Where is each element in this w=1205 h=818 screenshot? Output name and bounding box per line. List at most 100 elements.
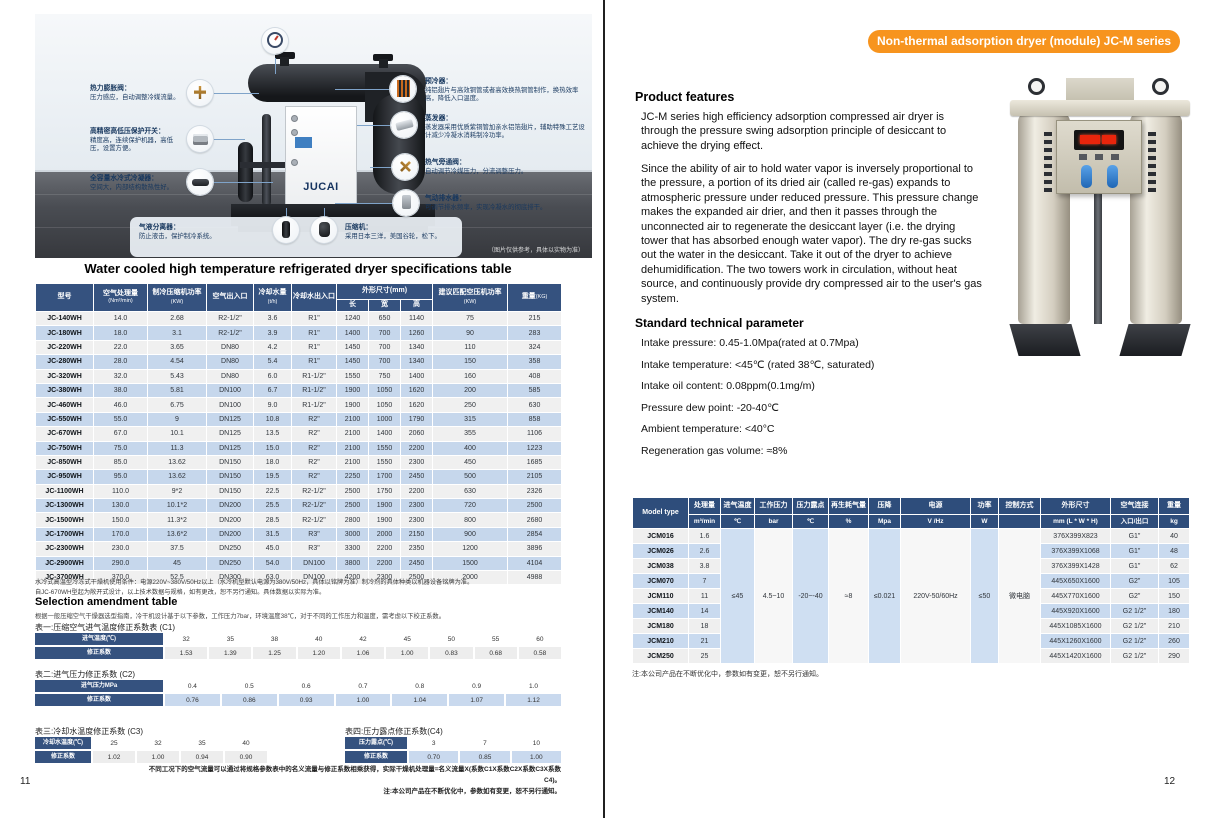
table-row: JCM250 25 445X1420X1600 G2 1/2" 290: [632, 648, 1190, 664]
table-cell: 55: [492, 635, 500, 643]
table-cell: 4988: [507, 570, 562, 586]
table-cell: 1400: [400, 368, 433, 384]
table-cell: 1.00: [511, 751, 561, 763]
table-cell: R2": [291, 411, 337, 428]
table-cell: 370.0: [93, 570, 148, 586]
table-cell: JC-380WH: [35, 382, 94, 399]
table-row: JC-1300WH 130.0 10.1*2 DN200 25.5 R2-1/2" 2500…: [35, 498, 562, 514]
table-row: JCM210 21 445X1260X1600 G2 1/2" 260: [632, 633, 1190, 649]
column-unit: mm (L * W * H): [1040, 514, 1111, 529]
series-badge: Non-thermal adsorption dryer (module) JC…: [868, 30, 1180, 53]
table-cell: 800: [432, 512, 508, 528]
table-cell: 500: [432, 469, 508, 485]
table-cell: 3.9: [253, 325, 292, 341]
table-cell: 1.04: [392, 694, 448, 706]
tech-parameter: Intake oil content: 0.08ppm(0.1mg/m): [641, 380, 815, 392]
col-model: 型号: [35, 283, 94, 312]
table-cell: 445X1085X1600: [1040, 618, 1111, 634]
table-row: JCM180 18 445X1085X1600 G2 1/2" 210: [632, 618, 1190, 634]
drainer-icon: [393, 190, 419, 216]
table-cell: DN100: [291, 555, 337, 572]
table-cell: 1550: [336, 368, 369, 384]
table-cell: DN200: [206, 526, 254, 543]
condenser-icon: [187, 169, 213, 195]
tower-header-bar: [1010, 100, 1190, 116]
table-cell: G1": [1110, 558, 1159, 574]
table-cell: 修正系数: [345, 751, 407, 763]
panel-indicator: [1081, 165, 1092, 188]
table-cell: 2200: [368, 541, 401, 557]
table-cell: 4.54: [147, 354, 207, 370]
panel-button: [1079, 154, 1087, 160]
table-cell-merged: 220V-50/60Hz: [900, 528, 971, 664]
table-cell: 1900: [368, 498, 401, 514]
table-cell: 45: [403, 635, 411, 643]
c4-table: 压力露点(℃) 3 7 10 修正系数 0.70 0.85 1.00: [343, 735, 563, 765]
table-cell: 445X650X1600: [1040, 573, 1111, 589]
table-row: JC-320WH 32.0 5.43 DN80 6.0 R1-1/2" 1550 750 140…: [35, 368, 562, 384]
bypass-valve-icon: [392, 154, 418, 180]
table-cell: 1550: [368, 454, 401, 471]
table-cell: 1140: [400, 310, 433, 327]
tech-parameter: Regeneration gas volume: ≈8%: [641, 444, 788, 457]
table-cell: 60: [536, 635, 544, 643]
table-cell: 445X920X1600: [1040, 603, 1111, 619]
table-cell: 进气温度(℃): [35, 633, 163, 645]
panel-button: [1095, 154, 1103, 160]
table-cell: 900: [432, 526, 508, 543]
table-cell: 0.5: [244, 682, 254, 690]
table-row: JC-2300WH 230.0 37.5 DN250 45.0 R3" 3300 2200 23…: [35, 541, 562, 557]
table-cell: JCM038: [632, 558, 689, 574]
table-cell: 11.3*2: [147, 512, 207, 528]
table-cell: JC-670WH: [35, 426, 94, 442]
column-unit: [998, 514, 1041, 529]
table-cell: JC-1500WH: [35, 512, 94, 528]
table-cell: 2000: [368, 526, 401, 543]
table-cell: 35: [226, 635, 234, 643]
features-paragraph: JC-M series high efficiency adsorption c…: [641, 111, 947, 152]
table-cell: 压力露点(℃): [345, 737, 407, 749]
table-cell: 2100: [336, 411, 369, 428]
table-cell: 1000: [368, 411, 401, 428]
table-cell: 7: [483, 739, 487, 747]
table-cell: 1223: [507, 440, 562, 456]
col-dimensions: 外形尺寸(mm): [336, 283, 433, 300]
pressure-gauge-icon: [1028, 78, 1045, 95]
table-cell: 2450: [400, 469, 433, 485]
table-cell: DN150: [206, 483, 254, 500]
table-row: JC-380WH 38.0 5.81 DN100 6.7 R1-1/2" 1900 1050 1…: [35, 382, 562, 399]
table-cell: 14.0: [93, 310, 148, 327]
table-cell: 0.94: [181, 751, 223, 763]
machine-foot: [1009, 324, 1081, 356]
table-cell: 1.00: [386, 647, 429, 659]
table-cell: 2800: [336, 512, 369, 528]
table-cell: 180: [1158, 603, 1190, 619]
table-row: JC-460WH 46.0 6.75 DN100 9.0 R1-1/2" 1900 1050 1…: [35, 397, 562, 413]
table-cell: 修正系数: [35, 647, 163, 659]
jcm-table-header: Model type 处理量 进气温度 工作压力 压力露点 再生耗气量 压降 电源 功率 控制方式…: [632, 497, 1190, 529]
table-cell: 1.00: [137, 751, 179, 763]
features-heading: Product features: [635, 90, 735, 104]
table-cell: 290.0: [93, 555, 148, 572]
spec-table-body: JC-140WH 14.0 2.68 R2-1/2" 3.6 R1" 1240 650 1140…: [35, 310, 562, 586]
photo-watermark: （图片仅供参考，具体以实物为准）: [487, 248, 584, 254]
table-cell: JCM016: [632, 528, 689, 544]
table-cell: 1450: [336, 354, 369, 370]
column-header: 控制方式: [998, 497, 1041, 515]
table-cell: 110.0: [93, 483, 148, 500]
table-row: 修正系数 0.70 0.85 1.00: [345, 751, 561, 763]
column-header: 压降: [868, 497, 901, 515]
cabinet-label: [295, 137, 312, 148]
table-cell: 67.0: [93, 426, 148, 442]
table-cell: 2105: [507, 469, 562, 485]
table-cell: JC-2300WH: [35, 541, 94, 557]
table-cell: 进气压力MPa: [35, 680, 163, 692]
table-cell: JC-320WH: [35, 368, 94, 384]
table-cell: 40: [315, 635, 323, 643]
col-water-flow: 冷却水量(t/h): [253, 283, 292, 312]
table-cell-merged: ≤45: [720, 528, 755, 664]
table-cell: 445X770X1600: [1040, 588, 1111, 604]
col-height: 高: [400, 299, 433, 312]
table-cell: R2-1/2": [291, 498, 337, 514]
callout-compressor: 压缩机： 采用日本三洋，美国谷轮，松下。: [345, 224, 441, 240]
